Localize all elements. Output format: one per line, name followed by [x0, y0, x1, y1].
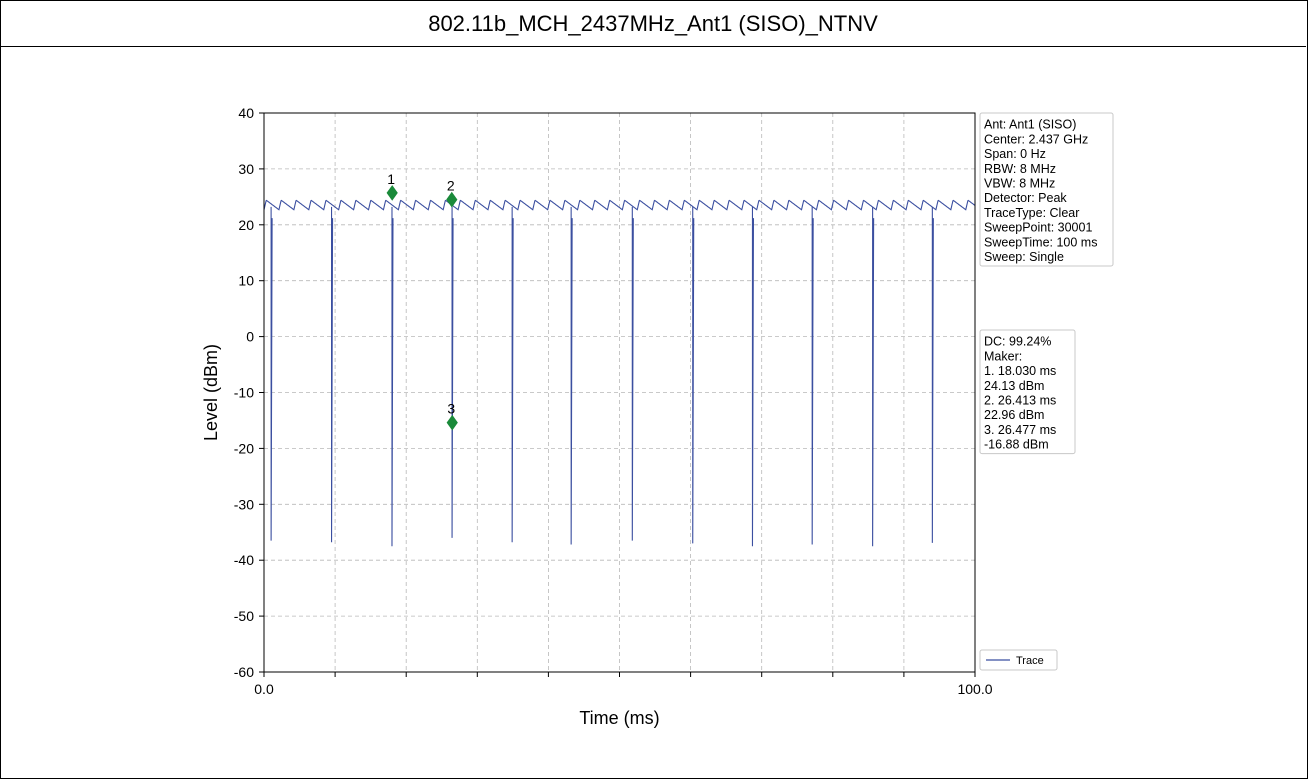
marker-box: DC: 99.24%Maker:1. 18.030 ms 24.13 dBm2.…	[979, 329, 1076, 455]
y-tick-label: -30	[234, 496, 254, 512]
info-box-line: VBW: 8 MHz	[984, 177, 1055, 191]
trace-drop	[331, 206, 334, 543]
marker-point	[446, 414, 458, 431]
marker-box-line: -16.88 dBm	[984, 438, 1049, 452]
info-box-line: SweepTime: 100 ms	[984, 235, 1097, 249]
marker-box-line: 24.13 dBm	[984, 379, 1044, 393]
y-tick-label: -10	[234, 385, 254, 401]
grid	[264, 113, 975, 672]
y-tick-label: 20	[238, 217, 254, 233]
marker-box-line: DC: 99.24%	[984, 335, 1051, 349]
trace-drop	[570, 206, 573, 545]
y-tick-label: 30	[238, 161, 254, 177]
trace-drop	[391, 206, 394, 547]
legend: Trace	[979, 649, 1058, 671]
trace-drop	[270, 206, 273, 541]
info-box-line: SweepPoint: 30001	[984, 221, 1092, 235]
legend-label: Trace	[1016, 655, 1044, 667]
y-tick-label: -60	[234, 664, 254, 680]
marker-box-line: 3. 26.477 ms	[984, 423, 1056, 437]
trace-drop	[631, 206, 634, 541]
trace-drop	[451, 206, 454, 538]
y-tick-label: -50	[234, 608, 254, 624]
y-tick-label: -20	[234, 440, 254, 456]
y-tick-label: -40	[234, 552, 254, 568]
marker-box-line: Maker:	[984, 349, 1022, 363]
marker-box-line: 2. 26.413 ms	[984, 394, 1056, 408]
marker-point	[386, 185, 398, 201]
trace-drop	[872, 206, 875, 547]
y-axis-label: Level (dBm)	[201, 344, 221, 441]
info-box-line: Ant: Ant1 (SISO)	[984, 118, 1076, 132]
legend-frame	[979, 649, 1058, 671]
x-axis: 0.0 100.0	[254, 672, 993, 697]
marker-box-frame	[979, 329, 1076, 455]
info-box-frame	[979, 112, 1114, 267]
info-box-line: Sweep: Single	[984, 250, 1064, 264]
marker-box-line: 22.96 dBm	[984, 408, 1044, 422]
y-tick-label: 40	[238, 105, 254, 121]
page-title: 802.11b_MCH_2437MHz_Ant1 (SISO)_NTNV	[0, 0, 1306, 47]
marker-label: 3	[447, 401, 455, 417]
y-tick-label: 0	[246, 329, 254, 345]
info-box-line: Center: 2.437 GHz	[984, 132, 1088, 146]
marker-point	[446, 191, 458, 208]
x-tick-label: 100.0	[957, 681, 992, 697]
trace-line	[263, 199, 976, 211]
trace-drop	[511, 206, 514, 543]
markers: 1 2 3	[386, 171, 458, 431]
trace-drop	[692, 206, 695, 544]
info-box-line: Detector: Peak	[984, 191, 1067, 205]
x-tick-label: 0.0	[254, 681, 274, 697]
info-box-line: RBW: 8 MHz	[984, 162, 1056, 176]
y-tick-label: 10	[238, 273, 254, 289]
trace-drop	[751, 206, 755, 547]
x-axis-label: Time (ms)	[579, 708, 659, 728]
y-axis: 40 30 20 10 0 -10 -20 -30 -40 -50 -60	[234, 105, 264, 680]
trace-group	[263, 199, 976, 547]
marker-label: 2	[447, 178, 455, 194]
marker-box-line: 1. 18.030 ms	[984, 364, 1056, 378]
trace-drop	[811, 206, 814, 545]
trace-drop	[931, 206, 934, 543]
info-box-line: TraceType: Clear	[984, 206, 1079, 220]
info-box-line: Span: 0 Hz	[984, 147, 1046, 161]
marker-label: 1	[387, 171, 395, 187]
